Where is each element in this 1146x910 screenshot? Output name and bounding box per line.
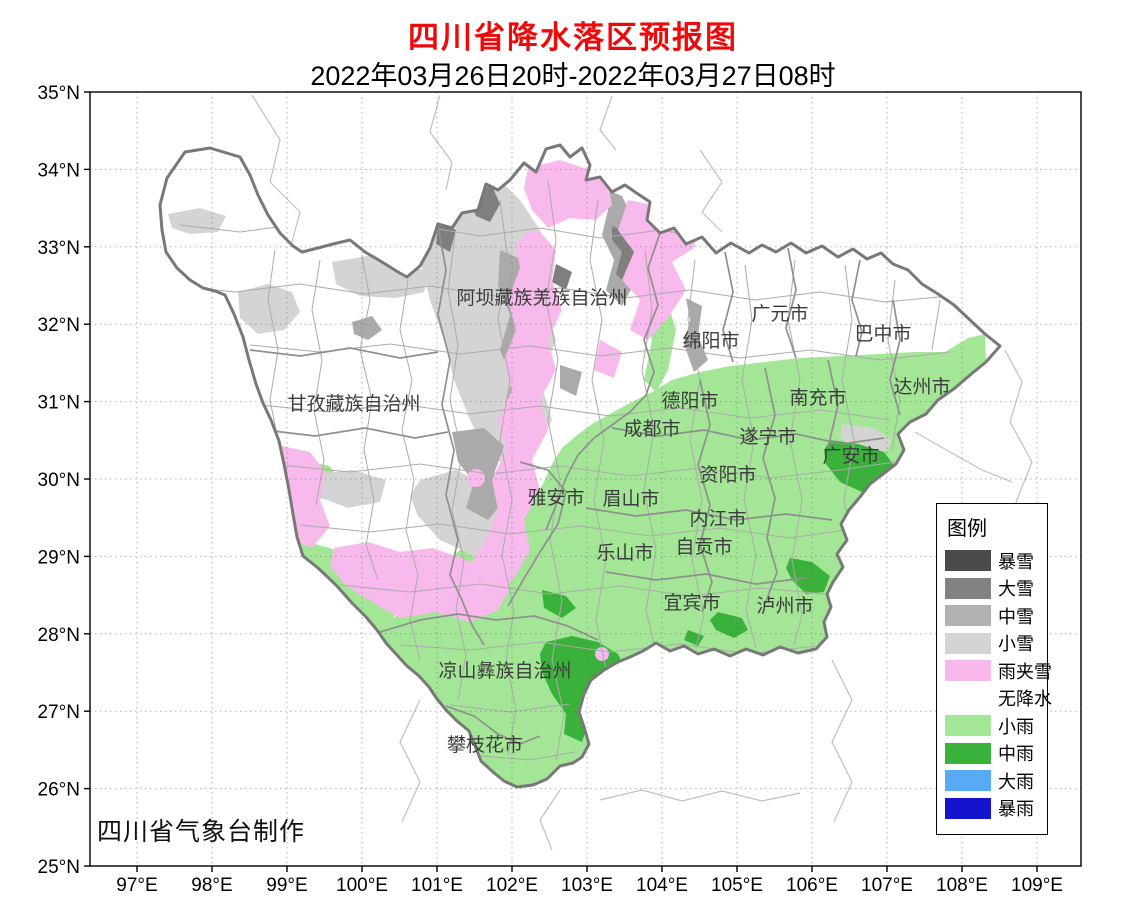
x-tick-label: 109°E <box>1011 875 1063 896</box>
legend-item: 雨夹雪 <box>945 657 1052 685</box>
legend-title: 图例 <box>947 518 987 540</box>
legend-swatch <box>945 742 991 764</box>
legend-label: 中雨 <box>998 744 1034 765</box>
y-tick-label: 31°N <box>38 393 80 414</box>
forecast-period: 2022年03月26日20时-2022年03月27日08时 <box>310 61 836 91</box>
y-tick-label: 28°N <box>38 625 80 646</box>
city-label: 雅安市 <box>527 487 584 509</box>
x-tick-label: 104°E <box>636 875 688 896</box>
city-label: 内江市 <box>689 508 746 530</box>
legend-item: 无降水 <box>945 685 1052 713</box>
x-tick-label: 99°E <box>266 875 307 896</box>
city-label: 甘孜藏族自治州 <box>287 393 420 415</box>
axis-ticks <box>84 91 1038 872</box>
city-label: 阿坝藏族羌族自治州 <box>456 287 627 309</box>
city-label: 绵阳市 <box>682 330 739 352</box>
legend-label: 无降水 <box>998 689 1052 710</box>
legend-label: 小雪 <box>998 634 1034 655</box>
legend-label: 雨夹雪 <box>998 661 1052 682</box>
county-boundaries <box>169 179 961 761</box>
legend-label: 大雨 <box>998 771 1034 792</box>
city-label: 泸州市 <box>756 595 813 617</box>
x-tick-label: 101°E <box>411 875 463 896</box>
y-tick-label: 35°N <box>38 83 80 104</box>
page-title: 四川省降水落区预报图 <box>408 20 738 55</box>
legend-swatch <box>945 632 991 654</box>
legend-label: 大雪 <box>998 579 1034 600</box>
y-tick-label: 26°N <box>38 780 80 801</box>
producer-credit: 四川省气象台制作 <box>97 818 306 846</box>
legend-item: 小雨 <box>945 712 1047 740</box>
city-label: 乐山市 <box>596 542 653 564</box>
x-tick-label: 97°E <box>116 875 157 896</box>
y-tick-label: 30°N <box>38 470 80 491</box>
x-tick-label: 98°E <box>191 875 232 896</box>
city-label: 南充市 <box>789 387 846 409</box>
legend-item: 中雪 <box>945 602 1047 630</box>
x-tick-label: 100°E <box>336 875 388 896</box>
x-tick-label: 102°E <box>486 875 538 896</box>
legend-swatch <box>945 797 991 819</box>
x-tick-label: 107°E <box>861 875 913 896</box>
x-tick-label: 105°E <box>711 875 763 896</box>
city-label: 德阳市 <box>661 390 718 412</box>
y-tick-label: 32°N <box>38 315 80 336</box>
legend-item: 中雨 <box>945 740 1047 768</box>
x-tick-label: 106°E <box>786 875 838 896</box>
legend-swatch <box>945 715 991 737</box>
city-label: 资阳市 <box>699 464 756 486</box>
city-label: 巴中市 <box>854 323 911 345</box>
legend-swatch <box>945 577 991 599</box>
city-label: 广元市 <box>751 303 808 325</box>
legend-swatch <box>945 660 991 682</box>
legend-label: 小雨 <box>998 716 1034 737</box>
city-label: 自贡市 <box>675 536 732 558</box>
legend-rows: 暴雪大雪中雪小雪雨夹雪无降水小雨中雨大雨暴雨 <box>945 547 1052 823</box>
legend-item: 暴雪 <box>945 547 1047 575</box>
city-label: 凉山彝族自治州 <box>438 660 571 682</box>
legend-swatch <box>945 770 991 792</box>
axis-tick-labels: 97°E 98°E 99°E 100°E 101°E 102°E 103°E 104°E 105… <box>38 83 1063 896</box>
legend-swatch <box>945 550 991 572</box>
prefecture-boundaries <box>249 225 901 745</box>
city-label: 宜宾市 <box>663 592 720 614</box>
city-label: 成都市 <box>623 418 680 440</box>
city-label: 眉山市 <box>602 488 659 510</box>
legend-item: 暴雨 <box>945 795 1047 823</box>
legend-label: 暴雪 <box>998 551 1034 572</box>
legend-box: 图例 暴雪大雪中雪小雪雨夹雪无降水小雨中雨大雨暴雨 <box>936 503 1052 835</box>
city-label: 遂宁市 <box>739 426 796 448</box>
city-label: 达州市 <box>893 376 950 398</box>
x-tick-label: 108°E <box>936 875 988 896</box>
city-label: 广安市 <box>822 445 879 467</box>
legend-swatch <box>945 687 991 709</box>
legend-swatch <box>945 605 991 627</box>
legend-label: 中雪 <box>998 606 1034 627</box>
legend-item: 大雨 <box>945 767 1047 795</box>
y-tick-label: 34°N <box>38 160 80 181</box>
y-tick-label: 27°N <box>38 702 80 723</box>
y-tick-label: 29°N <box>38 547 80 568</box>
y-tick-label: 33°N <box>38 238 80 259</box>
y-tick-label: 25°N <box>38 857 80 878</box>
x-tick-label: 103°E <box>561 875 613 896</box>
legend-item: 小雪 <box>945 630 1047 658</box>
city-label: 攀枝花市 <box>447 734 523 756</box>
graticule <box>90 91 1081 867</box>
legend-item: 大雪 <box>945 575 1047 603</box>
legend-label: 暴雨 <box>998 799 1034 820</box>
